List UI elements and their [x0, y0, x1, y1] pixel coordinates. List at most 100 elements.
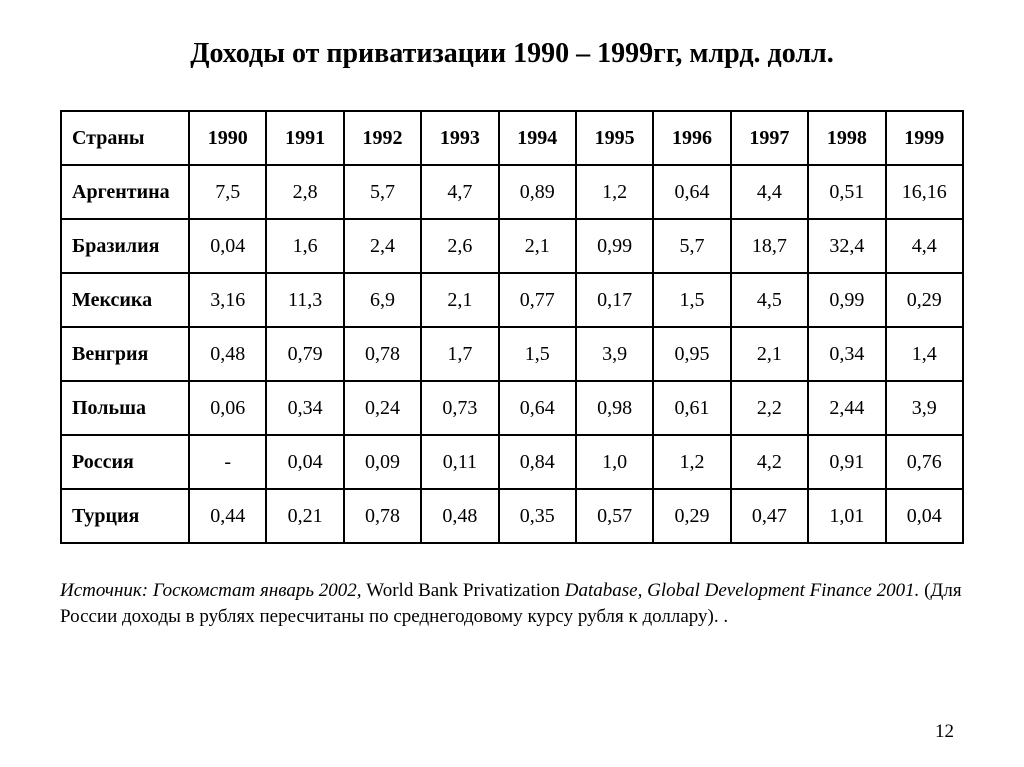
cell-value: 32,4	[808, 219, 885, 273]
table-row: Венгрия0,480,790,781,71,53,90,952,10,341…	[61, 327, 963, 381]
table-row: Турция0,440,210,780,480,350,570,290,471,…	[61, 489, 963, 543]
cell-value: 2,1	[499, 219, 576, 273]
cell-value: 0,34	[266, 381, 343, 435]
cell-value: 0,99	[576, 219, 653, 273]
cell-value: 0,78	[344, 327, 421, 381]
cell-value: 0,09	[344, 435, 421, 489]
cell-value: 0,04	[886, 489, 963, 543]
header-year: 1998	[808, 111, 885, 165]
cell-value: 0,04	[189, 219, 266, 273]
cell-value: 0,79	[266, 327, 343, 381]
table-header-row: Страны 1990 1991 1992 1993 1994 1995 199…	[61, 111, 963, 165]
cell-value: 0,89	[499, 165, 576, 219]
row-country: Польша	[61, 381, 189, 435]
cell-value: 2,1	[421, 273, 498, 327]
cell-value: 0,64	[499, 381, 576, 435]
cell-value: 18,7	[731, 219, 808, 273]
cell-value: 2,1	[731, 327, 808, 381]
cell-value: 0,84	[499, 435, 576, 489]
cell-value: 1,6	[266, 219, 343, 273]
cell-value: 0,44	[189, 489, 266, 543]
cell-value: 0,78	[344, 489, 421, 543]
source-citation: Источник: Госкомстат январь 2002, World …	[60, 578, 964, 629]
header-year: 1996	[653, 111, 730, 165]
cell-value: 0,57	[576, 489, 653, 543]
row-country: Россия	[61, 435, 189, 489]
cell-value: 0,34	[808, 327, 885, 381]
page-number: 12	[935, 721, 954, 743]
cell-value: 3,9	[886, 381, 963, 435]
header-year: 1994	[499, 111, 576, 165]
cell-value: 0,04	[266, 435, 343, 489]
header-year: 1997	[731, 111, 808, 165]
cell-value: 5,7	[344, 165, 421, 219]
cell-value: 0,95	[653, 327, 730, 381]
cell-value: 0,11	[421, 435, 498, 489]
cell-value: 1,2	[576, 165, 653, 219]
page-title: Доходы от приватизации 1990 – 1999гг, мл…	[60, 38, 964, 70]
cell-value: 0,47	[731, 489, 808, 543]
table-body: Аргентина7,52,85,74,70,891,20,644,40,511…	[61, 165, 963, 543]
cell-value: 1,0	[576, 435, 653, 489]
cell-value: 1,5	[653, 273, 730, 327]
cell-value: 0,48	[189, 327, 266, 381]
header-year: 1991	[266, 111, 343, 165]
cell-value: 7,5	[189, 165, 266, 219]
cell-value: 2,44	[808, 381, 885, 435]
privatization-table: Страны 1990 1991 1992 1993 1994 1995 199…	[60, 110, 964, 544]
cell-value: 11,3	[266, 273, 343, 327]
row-country: Турция	[61, 489, 189, 543]
cell-value: 0,91	[808, 435, 885, 489]
row-country: Аргентина	[61, 165, 189, 219]
cell-value: 0,29	[653, 489, 730, 543]
cell-value: 0,24	[344, 381, 421, 435]
cell-value: 1,5	[499, 327, 576, 381]
row-country: Венгрия	[61, 327, 189, 381]
cell-value: 4,4	[731, 165, 808, 219]
table-row: Бразилия0,041,62,42,62,10,995,718,732,44…	[61, 219, 963, 273]
row-country: Бразилия	[61, 219, 189, 273]
cell-value: 1,7	[421, 327, 498, 381]
cell-value: 0,98	[576, 381, 653, 435]
table-row: Польша0,060,340,240,730,640,980,612,22,4…	[61, 381, 963, 435]
cell-value: 0,21	[266, 489, 343, 543]
table-row: Россия-0,040,090,110,841,01,24,20,910,76	[61, 435, 963, 489]
cell-value: 4,4	[886, 219, 963, 273]
header-year: 1990	[189, 111, 266, 165]
source-db-italic: Database, Global Development Finance 200…	[565, 580, 924, 601]
cell-value: 3,16	[189, 273, 266, 327]
cell-value: 16,16	[886, 165, 963, 219]
cell-value: 3,9	[576, 327, 653, 381]
row-country: Мексика	[61, 273, 189, 327]
cell-value: 0,48	[421, 489, 498, 543]
header-year: 1992	[344, 111, 421, 165]
cell-value: 1,01	[808, 489, 885, 543]
cell-value: 6,9	[344, 273, 421, 327]
cell-value: 0,73	[421, 381, 498, 435]
cell-value: 2,8	[266, 165, 343, 219]
cell-value: 0,06	[189, 381, 266, 435]
cell-value: 0,51	[808, 165, 885, 219]
source-db-plain: World Bank Privatization	[366, 580, 564, 601]
cell-value: 4,7	[421, 165, 498, 219]
cell-value: 2,4	[344, 219, 421, 273]
cell-value: 5,7	[653, 219, 730, 273]
cell-value: 4,2	[731, 435, 808, 489]
cell-value: 0,76	[886, 435, 963, 489]
cell-value: 0,17	[576, 273, 653, 327]
cell-value: 1,2	[653, 435, 730, 489]
cell-value: 0,77	[499, 273, 576, 327]
source-prefix: Источник: Госкомстат январь 2002,	[60, 580, 366, 601]
header-year: 1993	[421, 111, 498, 165]
cell-value: 0,61	[653, 381, 730, 435]
cell-value: 0,35	[499, 489, 576, 543]
header-year: 1995	[576, 111, 653, 165]
cell-value: 0,99	[808, 273, 885, 327]
header-year: 1999	[886, 111, 963, 165]
table-row: Мексика3,1611,36,92,10,770,171,54,50,990…	[61, 273, 963, 327]
header-countries: Страны	[61, 111, 189, 165]
cell-value: 2,2	[731, 381, 808, 435]
cell-value: -	[189, 435, 266, 489]
cell-value: 0,29	[886, 273, 963, 327]
cell-value: 2,6	[421, 219, 498, 273]
